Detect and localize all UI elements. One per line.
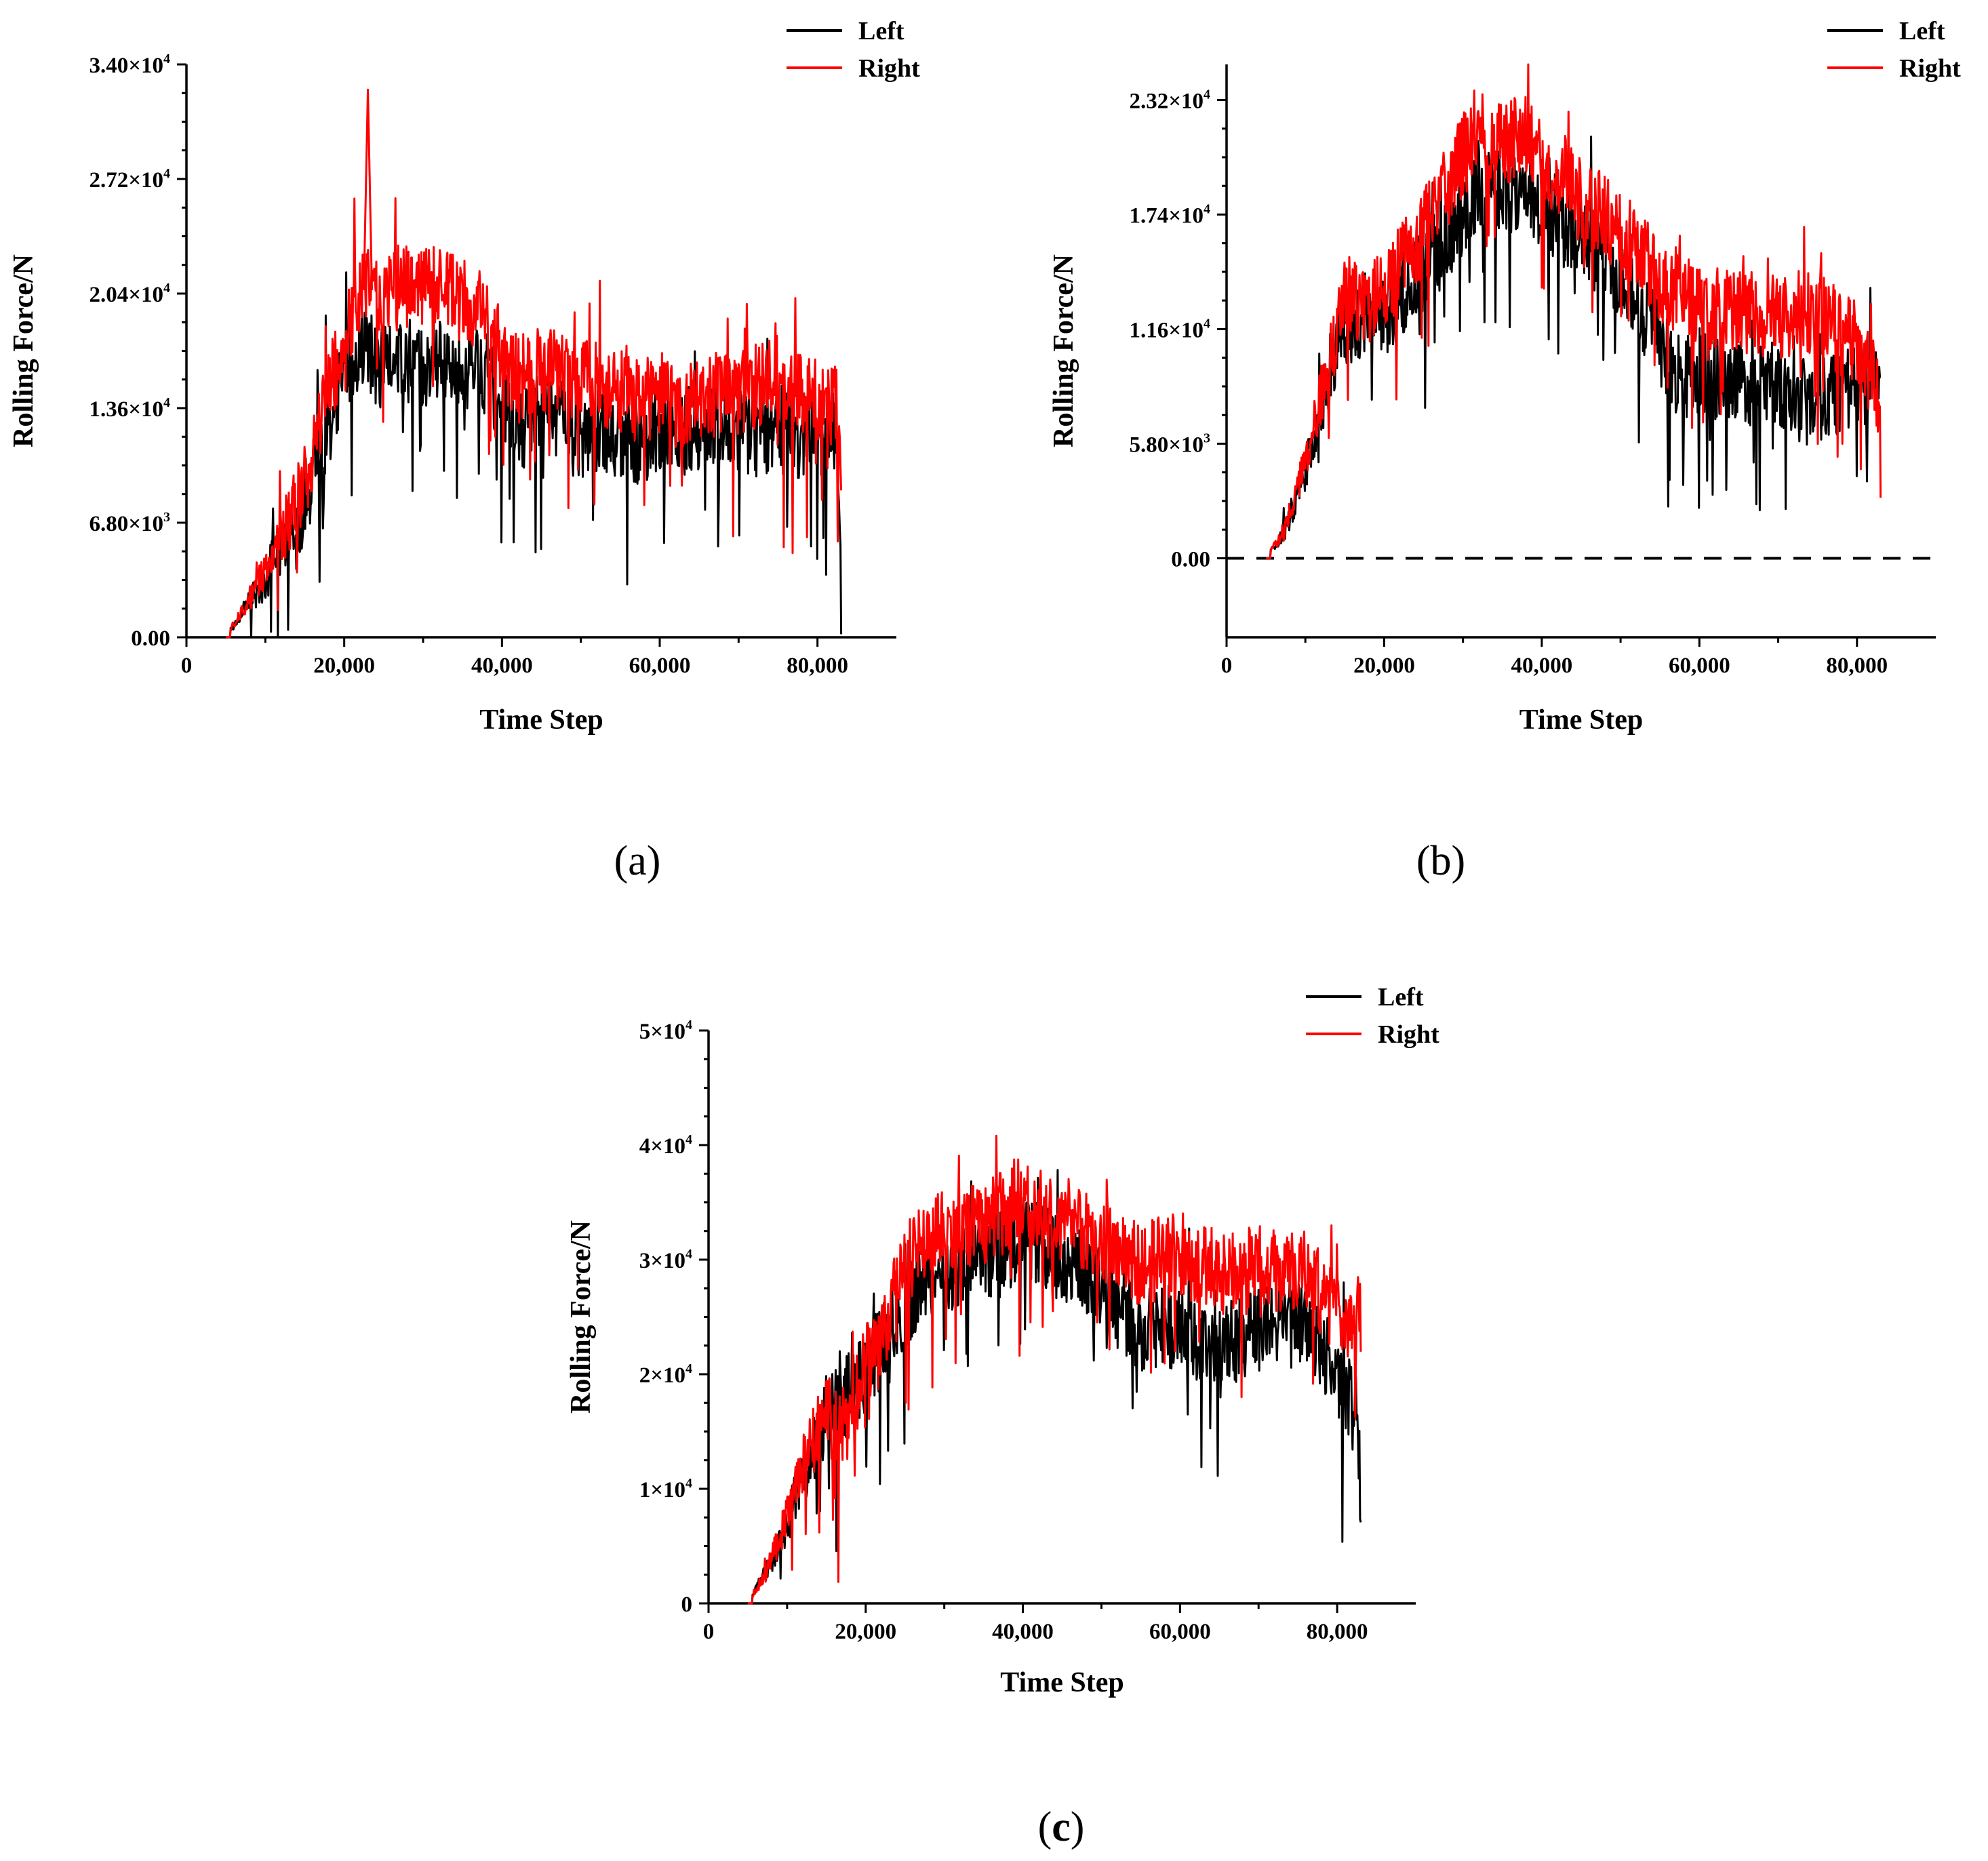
chart-panel-3: 0 20,000 40,000 60,000 80,000 0 1×104 2×104 3×10… (565, 983, 1439, 1850)
y-tick-label: 4×104 (639, 1132, 692, 1159)
legend-label-right: Right (1378, 1020, 1439, 1049)
y-tick-label: 2.32×104 (1129, 87, 1210, 113)
y-tick-label: 3×104 (639, 1247, 692, 1273)
legend-label-left: Left (1378, 983, 1424, 1012)
series-spike-right (363, 88, 374, 291)
x-axis-title: Time Step (1000, 1667, 1124, 1698)
y-tick-label: 3.40×104 (89, 52, 170, 78)
chart-panel-1: 0 20,000 40,000 60,000 80,000 0.00 6.80×103 1.3… (8, 17, 920, 884)
y-axis-title: Rolling Force/N (8, 254, 39, 447)
y-axis-title: Rolling Force/N (565, 1220, 597, 1414)
series-line-right (225, 197, 843, 639)
x-tick-label: 20,000 (313, 654, 375, 678)
x-tick-label: 80,000 (1307, 1620, 1368, 1644)
x-tick-label: 60,000 (1149, 1620, 1211, 1644)
panel-label: (a) (614, 838, 661, 884)
x-tick-label: 0 (1221, 654, 1233, 678)
y-tick-label: 1.16×104 (1129, 316, 1210, 342)
panel-label: (c) (1038, 1804, 1085, 1850)
series-line-right (747, 1134, 1362, 1605)
y-tick-label: 1.74×104 (1129, 201, 1210, 228)
y-tick-label: 5.80×103 (1129, 431, 1210, 457)
series-line-right (1265, 63, 1882, 559)
legend-label-left: Left (1899, 17, 1945, 45)
y-tick-label: 1.36×104 (89, 395, 170, 422)
y-tick-label: 0.00 (1171, 547, 1210, 572)
x-tick-label: 80,000 (787, 654, 848, 678)
y-tick-label: 2×104 (639, 1361, 692, 1388)
legend-label-right: Right (858, 54, 920, 83)
y-axis-title: Rolling Force/N (1048, 254, 1079, 447)
y-tick-label: 2.04×104 (89, 281, 170, 307)
chart-panel-2: 0 20,000 40,000 60,000 80,000 0.00 5.80×103 1.1… (1048, 17, 1961, 884)
x-tick-label: 60,000 (629, 654, 691, 678)
x-tick-label: 20,000 (1353, 654, 1415, 678)
x-tick-label: 0 (181, 654, 193, 678)
legend-label-right: Right (1899, 54, 1961, 83)
legend-label-left: Left (858, 17, 904, 45)
x-tick-label: 40,000 (992, 1620, 1054, 1644)
x-tick-label: 20,000 (835, 1620, 896, 1644)
y-tick-label: 2.72×104 (89, 166, 170, 193)
x-tick-label: 0 (703, 1620, 715, 1644)
x-tick-label: 60,000 (1669, 654, 1730, 678)
x-axis-title: Time Step (1519, 704, 1643, 736)
x-axis-title: Time Step (479, 704, 603, 736)
x-tick-label: 80,000 (1826, 654, 1888, 678)
series-line-left (225, 271, 843, 639)
y-tick-label: 1×104 (639, 1476, 692, 1502)
x-tick-label: 40,000 (471, 654, 533, 678)
y-tick-label: 0.00 (131, 626, 170, 651)
y-tick-label: 0 (681, 1593, 693, 1617)
y-tick-label: 6.80×103 (89, 510, 170, 536)
panel-label: (b) (1416, 838, 1465, 884)
x-tick-label: 40,000 (1511, 654, 1573, 678)
y-tick-label: 5×104 (639, 1018, 692, 1044)
